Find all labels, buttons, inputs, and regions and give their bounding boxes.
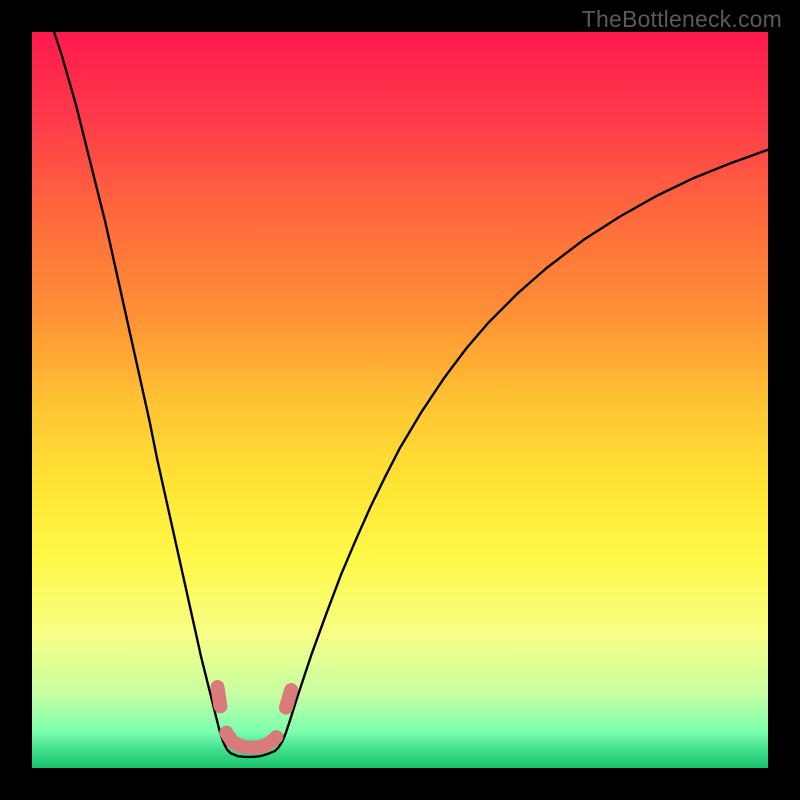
chart-background: [32, 32, 768, 768]
chart-area: [32, 32, 768, 768]
highlight-marker-2: [286, 690, 291, 708]
bottleneck-chart: [32, 32, 768, 768]
highlight-marker-0: [217, 687, 220, 706]
watermark-text: TheBottleneck.com: [582, 6, 782, 33]
